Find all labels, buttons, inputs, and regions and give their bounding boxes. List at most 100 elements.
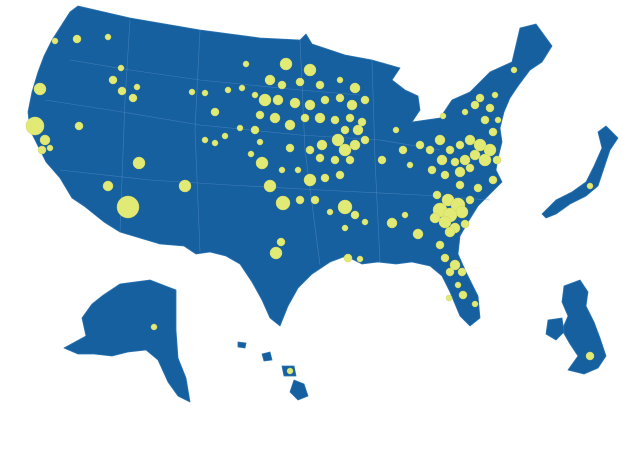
- location-dot: [116, 195, 140, 219]
- location-dot: [473, 183, 483, 193]
- location-dot: [37, 145, 47, 155]
- location-dot: [471, 300, 479, 308]
- location-dot: [438, 215, 452, 229]
- location-dot: [440, 170, 450, 180]
- location-dot: [39, 134, 51, 146]
- location-dot: [320, 173, 330, 183]
- hawaii-2: [261, 351, 273, 362]
- location-dot: [117, 86, 127, 96]
- location-dot: [470, 100, 480, 110]
- location-dot: [251, 91, 259, 99]
- location-dot: [392, 126, 400, 134]
- location-dot: [25, 116, 45, 136]
- location-dot: [108, 75, 118, 85]
- location-dot: [330, 155, 340, 165]
- location-dot: [247, 150, 255, 158]
- location-dot: [263, 179, 277, 193]
- location-dot: [457, 267, 467, 277]
- location-dot: [331, 133, 345, 147]
- ireland: [545, 317, 565, 341]
- location-dot: [221, 132, 229, 140]
- location-dot: [294, 166, 302, 174]
- location-dot: [51, 37, 59, 45]
- location-dot: [340, 125, 350, 135]
- location-dot: [444, 226, 456, 238]
- location-dot: [461, 108, 469, 116]
- location-dot: [335, 93, 345, 103]
- location-dot: [439, 112, 447, 120]
- location-dot: [491, 91, 499, 99]
- location-dot: [352, 124, 364, 136]
- location-dot: [450, 157, 460, 167]
- location-dot: [464, 134, 476, 146]
- location-dot: [406, 161, 414, 169]
- land: [27, 5, 619, 403]
- state-borders: [44, 19, 491, 266]
- location-dot: [201, 89, 209, 97]
- location-dot: [488, 175, 498, 185]
- location-dot: [435, 240, 445, 250]
- location-dot: [178, 179, 192, 193]
- location-dot: [275, 195, 291, 211]
- location-dot: [201, 136, 209, 144]
- location-dot: [455, 205, 469, 219]
- location-dot: [272, 94, 284, 106]
- location-dot: [295, 77, 305, 87]
- location-dot: [445, 267, 455, 277]
- location-dot: [455, 140, 465, 150]
- location-dot: [485, 103, 495, 113]
- location-dot: [117, 64, 125, 72]
- location-dot: [425, 145, 435, 155]
- location-dot: [303, 63, 317, 77]
- alaska: [63, 279, 191, 403]
- great-britain: [561, 279, 607, 375]
- location-dot: [258, 93, 272, 107]
- location-dot: [459, 154, 471, 166]
- location-dot: [326, 208, 334, 216]
- location-dot: [445, 294, 453, 302]
- location-dot: [46, 144, 54, 152]
- location-dot: [345, 155, 355, 165]
- location-dot: [429, 212, 441, 224]
- location-dot: [454, 281, 462, 289]
- location-dot: [286, 367, 294, 375]
- location-dot: [510, 66, 518, 74]
- location-dot: [300, 113, 310, 123]
- location-dot: [33, 82, 47, 96]
- location-dot: [360, 95, 370, 105]
- location-dot: [434, 134, 446, 146]
- location-dot: [256, 138, 264, 146]
- hawaii-4: [289, 379, 309, 401]
- location-dot: [72, 34, 82, 44]
- location-dot: [427, 165, 437, 175]
- location-dot: [278, 166, 286, 174]
- border: [44, 99, 441, 151]
- location-dot: [104, 33, 112, 41]
- location-dot: [305, 145, 315, 155]
- location-dot: [289, 97, 301, 109]
- location-dot: [279, 57, 293, 71]
- location-dot: [488, 127, 498, 137]
- location-dot: [335, 170, 345, 180]
- location-dot: [478, 153, 492, 167]
- location-dot: [586, 182, 594, 190]
- location-dot: [211, 139, 219, 147]
- location-dot: [285, 143, 295, 153]
- location-dot: [315, 80, 325, 90]
- location-dot: [356, 255, 364, 263]
- location-dot: [304, 99, 316, 111]
- location-dot: [210, 107, 220, 117]
- location-dot: [350, 210, 360, 220]
- location-dot: [269, 246, 283, 260]
- location-dot: [386, 217, 398, 229]
- location-dot: [337, 199, 353, 215]
- japan: [541, 125, 619, 219]
- location-dot: [264, 74, 276, 86]
- location-dot: [315, 153, 325, 163]
- location-dot: [284, 119, 296, 131]
- location-dot: [475, 93, 485, 103]
- location-dot: [445, 145, 455, 155]
- location-dot: [492, 155, 502, 165]
